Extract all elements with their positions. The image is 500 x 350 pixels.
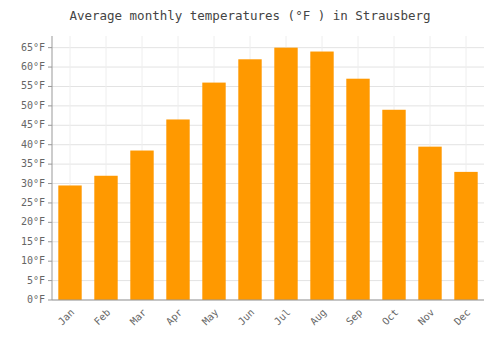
grid-line-y (52, 67, 484, 68)
x-tick-label: Jun (236, 307, 257, 328)
y-tick-label: 10°F (21, 255, 45, 266)
bar (166, 119, 189, 300)
x-axis-line (52, 300, 484, 301)
x-tick-label: Feb (92, 307, 113, 328)
x-tick-label: Nov (416, 307, 437, 328)
y-tick (48, 222, 52, 223)
y-tick (48, 47, 52, 48)
y-tick (48, 241, 52, 242)
x-tick-label: Mar (128, 307, 149, 328)
y-tick-label: 5°F (27, 275, 45, 286)
y-tick (48, 280, 52, 281)
x-tick-label: Sep (344, 307, 365, 328)
grid (52, 36, 484, 300)
x-tick-label: Dec (452, 307, 473, 328)
chart-svg: 0°F 5°F 10°F 15°F 20°F 25°F 30°F 35°F 40°F 45°F 50… (0, 0, 500, 350)
bar (418, 147, 441, 300)
y-tick (48, 202, 52, 203)
y-tick-labels: 0°F 5°F 10°F 15°F 20°F 25°F 30°F 35°F 40°F 45°F 50… (21, 42, 52, 305)
x-tick-labels: Jan Feb Mar Apr May Jun Jul Aug Sep Oct Nov Dec (56, 307, 473, 328)
axes (52, 36, 484, 300)
x-tick-label: Apr (164, 307, 185, 328)
x-tick-label: May (200, 307, 221, 328)
grid-line-y (52, 47, 484, 48)
y-tick-label: 20°F (21, 216, 45, 227)
y-tick-label: 45°F (21, 119, 45, 130)
bar (94, 176, 117, 300)
y-tick-label: 40°F (21, 139, 45, 150)
bar (202, 83, 225, 300)
bar (274, 48, 297, 300)
bar (310, 52, 333, 300)
bar (130, 151, 153, 300)
y-tick-label: 55°F (21, 80, 45, 91)
y-tick (48, 67, 52, 68)
bar (346, 79, 369, 300)
bar (58, 185, 81, 300)
x-tick-label: Jan (56, 307, 77, 328)
x-tick-label: Aug (308, 307, 329, 328)
x-tick-label: Oct (380, 307, 401, 328)
y-tick-label: 0°F (27, 294, 45, 305)
y-tick-label: 25°F (21, 197, 45, 208)
chart-container: 0°F 5°F 10°F 15°F 20°F 25°F 30°F 35°F 40°F 45°F 50… (0, 0, 500, 350)
grid-line-y (52, 125, 484, 126)
y-tick (48, 86, 52, 87)
y-tick (48, 300, 52, 301)
grid-line-y (52, 86, 484, 87)
y-tick (48, 183, 52, 184)
bars (58, 48, 477, 300)
title: Average monthly temperatures (°F ) in St… (69, 8, 430, 23)
bar (454, 172, 477, 300)
y-tick (48, 125, 52, 126)
y-tick-label: 60°F (21, 61, 45, 72)
y-tick-label: 30°F (21, 178, 45, 189)
y-tick (48, 261, 52, 262)
y-tick-label: 35°F (21, 158, 45, 169)
grid-line-y (52, 144, 484, 145)
grid-line-y (52, 300, 484, 301)
y-tick (48, 144, 52, 145)
y-tick-label: 15°F (21, 236, 45, 247)
y-tick-label: 65°F (21, 42, 45, 53)
bar (382, 110, 405, 300)
grid-line-y (52, 105, 484, 106)
bar (238, 59, 261, 300)
y-tick (48, 105, 52, 106)
x-tick-label: Jul (272, 307, 293, 328)
y-axis-line (52, 36, 53, 300)
y-tick (48, 164, 52, 165)
y-tick-label: 50°F (21, 100, 45, 111)
